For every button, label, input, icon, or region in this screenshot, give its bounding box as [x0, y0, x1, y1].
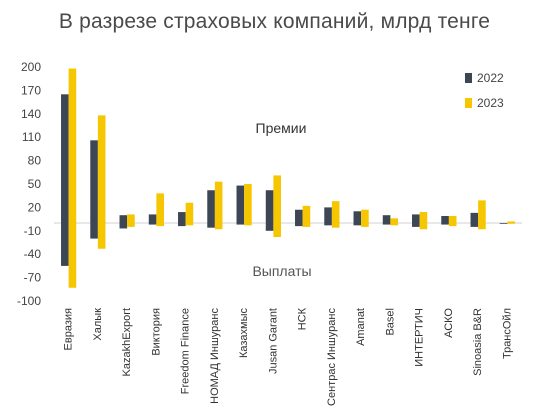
bar-premium-2023: [448, 215, 457, 223]
bar-payout-2022: [470, 223, 479, 227]
y-tick-label: -100: [17, 294, 41, 308]
legend-swatch-2023: [465, 98, 472, 108]
bar-premium-2023: [302, 205, 311, 223]
y-tick-label: -70: [24, 271, 42, 285]
bar-payout-2022: [382, 223, 391, 225]
bar-payout-2022: [265, 223, 274, 231]
bar-payout-2023: [302, 223, 311, 227]
x-tick-label: НОМАД Иншуранс: [209, 308, 221, 404]
bar-payout-2022: [90, 223, 98, 239]
x-tick-label: Basel: [384, 308, 396, 336]
bar-premium-2022: [148, 214, 157, 223]
x-tick-label: Халык: [92, 308, 104, 341]
bar-premium-2022: [382, 215, 391, 223]
bar-premium-2023: [214, 181, 223, 223]
bar-premium-2022: [324, 207, 332, 223]
bar-payout-2023: [214, 223, 223, 230]
x-tick-label: НСК: [297, 307, 309, 330]
bar-premium-2023: [331, 201, 340, 223]
bar-payout-2023: [419, 223, 428, 230]
x-tick-label: Сентрас Иншуранс: [326, 308, 338, 406]
bar-premium-2022: [61, 94, 69, 223]
bar-premium-2022: [295, 209, 303, 223]
annotation-payouts: Выплаты: [252, 263, 311, 279]
x-tick-label: Amanat: [355, 308, 367, 346]
bar-premium-2022: [90, 140, 98, 223]
bar-payout-2023: [185, 223, 194, 226]
bar-premium-2022: [207, 190, 215, 223]
bar-premium-2022: [470, 212, 479, 223]
y-tick-label: 140: [21, 107, 41, 121]
legend-label-2023: 2023: [477, 96, 504, 110]
bar-premium-2022: [353, 211, 362, 223]
bar-premium-2023: [390, 218, 398, 223]
bar-premium-2022: [178, 212, 186, 223]
bar-payout-2022: [441, 223, 449, 225]
bar-premium-2023: [419, 212, 428, 223]
x-tick-label: Виктория: [150, 308, 162, 356]
x-tick-label: KazakhExport: [121, 308, 133, 376]
bar-premium-2023: [273, 175, 281, 223]
bar-payout-2023: [68, 223, 77, 288]
bar-payout-2023: [361, 223, 369, 227]
bar-premium-2023: [68, 68, 77, 223]
annotation-premiums: Премии: [256, 120, 307, 136]
bar-premium-2023: [478, 200, 486, 223]
y-tick-label: -10: [24, 224, 42, 238]
x-tick-label: АСКО: [443, 308, 455, 338]
bar-premium-2022: [441, 215, 449, 223]
x-tick-label: Freedom Finance: [180, 308, 192, 394]
bar-premium-2023: [185, 202, 194, 223]
bar-payout-2022: [119, 223, 128, 229]
bar-payout-2022: [499, 223, 508, 224]
y-tick-label: 110: [22, 130, 41, 144]
bar-premium-2022: [236, 185, 245, 223]
x-tick-label: Евразия: [63, 308, 75, 350]
bar-payout-2023: [156, 223, 164, 227]
bar-payout-2023: [507, 223, 515, 224]
bar-payout-2022: [236, 223, 245, 225]
y-tick-label: -40: [24, 247, 42, 261]
bar-payout-2023: [97, 223, 106, 249]
bar-premium-2023: [507, 221, 515, 223]
legend-swatch-2022: [465, 73, 472, 83]
x-tick-label: ИНТЕРТИЧ: [414, 308, 426, 367]
bar-premium-2023: [97, 115, 106, 223]
x-tick-label: Jusan Garant: [267, 308, 279, 374]
bar-payout-2022: [353, 223, 362, 226]
bar-premium-2023: [244, 184, 252, 223]
bar-payout-2023: [127, 223, 135, 227]
bar-payout-2023: [478, 223, 486, 230]
bar-payout-2022: [207, 223, 215, 228]
y-tick-label: 200: [21, 60, 41, 74]
bar-premium-2023: [156, 193, 164, 223]
bar-payout-2023: [244, 223, 252, 226]
bar-payout-2023: [331, 223, 340, 228]
bar-payout-2022: [178, 223, 186, 227]
bar-payout-2022: [412, 223, 420, 227]
bar-payout-2023: [273, 223, 281, 238]
bar-payout-2022: [324, 223, 332, 226]
bar-payout-2022: [295, 223, 303, 227]
legend-label-2022: 2022: [477, 71, 504, 85]
bar-payout-2022: [61, 223, 69, 266]
bar-premium-2023: [127, 214, 135, 223]
chart-title: В разрезе страховых компаний, млрд тенге: [58, 10, 491, 33]
bar-premium-2022: [119, 215, 128, 223]
y-tick-label: 20: [28, 200, 42, 214]
bar-payout-2022: [148, 223, 157, 225]
y-tick-label: 80: [28, 154, 42, 168]
bar-premium-2022: [412, 214, 420, 223]
x-tick-label: ТрансОйл: [501, 308, 513, 359]
y-tick-label: 170: [21, 83, 41, 97]
y-tick-label: 50: [28, 177, 42, 191]
x-tick-label: Казахмыс: [238, 308, 250, 359]
bar-premium-2023: [361, 209, 369, 223]
bar-payout-2023: [448, 223, 457, 227]
bar-payout-2023: [390, 223, 398, 226]
x-tick-label: Sinoasia B&R: [472, 308, 484, 376]
bar-premium-2022: [265, 190, 274, 223]
